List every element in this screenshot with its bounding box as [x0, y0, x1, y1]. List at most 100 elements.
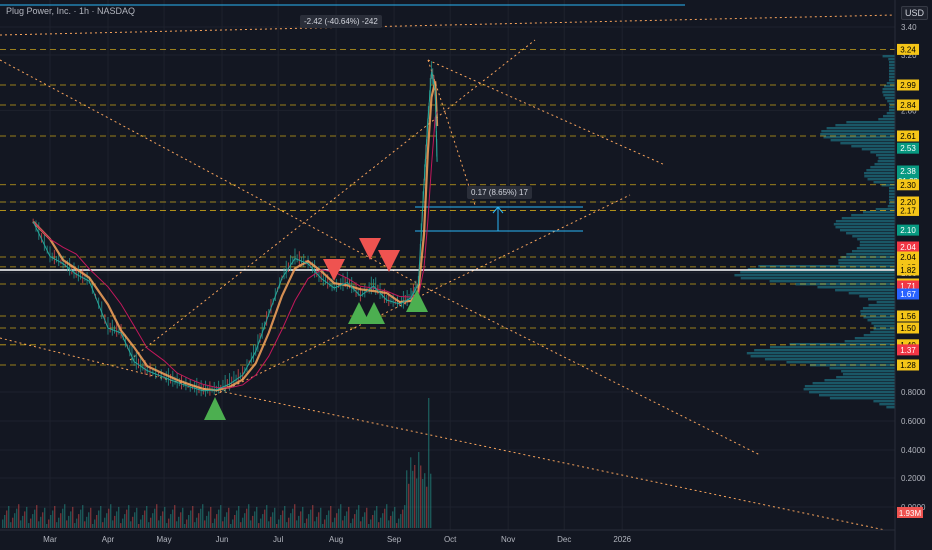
price-label-bg [897, 280, 919, 292]
volume-bar [342, 520, 344, 528]
profile-bar [841, 256, 895, 259]
volume-bar [18, 504, 20, 528]
volume-bar [82, 505, 84, 528]
volume-bar [402, 509, 404, 528]
volume-bar [226, 512, 228, 528]
profile-bar [879, 403, 895, 406]
price-label-bg [897, 130, 919, 142]
volume-bar [308, 514, 310, 528]
price-label-bg [897, 241, 919, 253]
volume-bar [368, 524, 370, 528]
volume-bar [292, 508, 294, 528]
volume-bar [136, 507, 138, 528]
profile-bar [734, 274, 895, 277]
volume-bar [140, 519, 142, 528]
volume-bar [32, 514, 34, 528]
candles [32, 61, 438, 397]
price-label: 2.20 [900, 198, 916, 207]
volume-bar [40, 516, 42, 528]
profile-bar [864, 175, 895, 178]
volume-bar [196, 517, 198, 528]
volume-bar [316, 516, 318, 528]
profile-bar [867, 178, 895, 181]
volume-label: 1.93M [897, 507, 923, 518]
profile-bar [875, 208, 895, 211]
volume-bar [300, 511, 302, 528]
volume-bar [56, 522, 58, 528]
volume-bar [378, 522, 380, 528]
volume-bar [264, 509, 266, 528]
volume-bar [66, 520, 68, 528]
profile-bar [889, 106, 895, 109]
volume-bar [2, 519, 4, 528]
profile-bar [860, 313, 895, 316]
volume-bar [380, 517, 382, 528]
volume-bar [362, 516, 364, 528]
profile-bar [747, 268, 895, 271]
volume-bar [124, 514, 126, 528]
price-label: 2.84 [900, 101, 916, 110]
x-tick-label: Mar [43, 535, 57, 544]
volume-bar [154, 508, 156, 528]
volume-bar [84, 521, 86, 528]
profile-bar [884, 85, 895, 88]
volume-bar [62, 508, 64, 528]
price-label: 2.53 [900, 144, 916, 153]
volume-bar [346, 511, 348, 528]
volume-bar [54, 506, 56, 528]
volume-bar [306, 518, 308, 528]
profile-bar [889, 76, 895, 79]
profile-bar [889, 61, 895, 64]
price-label: 2.04 [900, 243, 916, 252]
measure-box[interactable] [0, 4, 685, 232]
volume-bar [172, 509, 174, 528]
x-tick-label: Oct [444, 535, 457, 544]
volume-bar [358, 505, 360, 528]
profile-bar [856, 247, 895, 250]
profile-bar [838, 262, 895, 265]
volume-bar [252, 515, 254, 528]
volume-bar [122, 518, 124, 528]
symbol-title[interactable]: Plug Power, Inc. · 1h · NASDAQ [6, 6, 136, 16]
volume-bar [374, 510, 376, 528]
volume-bar [304, 523, 306, 528]
x-tick-label: Aug [329, 535, 343, 544]
profile-bar [887, 100, 895, 103]
profile-bar [889, 187, 895, 190]
volume-bar [80, 509, 82, 528]
volume-bar [22, 515, 24, 528]
profile-bar [846, 121, 895, 124]
profile-bar [818, 394, 895, 397]
profile-bar [746, 352, 895, 355]
x-tick-label: Apr [102, 535, 115, 544]
volume-bar [244, 513, 246, 528]
price-label: 2.04 [900, 253, 916, 262]
price-label: 2.61 [900, 132, 916, 141]
volume-bar [42, 512, 44, 528]
volume-bar [102, 522, 104, 528]
price-label: 1.28 [900, 361, 916, 370]
profile-bar [889, 73, 895, 76]
buy-signal-marker [363, 302, 385, 324]
profile-bar [750, 355, 895, 358]
profile-bar [873, 400, 895, 403]
volume-bar [150, 517, 152, 528]
profile-bar [870, 166, 895, 169]
profile-bar [871, 322, 895, 325]
volume-bar [338, 508, 340, 528]
volume-bar [212, 523, 214, 528]
profile-bar [841, 217, 895, 220]
volume-bar [210, 506, 212, 528]
volume-bar [138, 524, 140, 528]
volume-bar [386, 504, 388, 528]
currency-button[interactable]: USD [901, 6, 929, 20]
price-label-bg [897, 179, 919, 191]
volume-bar [134, 512, 136, 528]
x-tick-label: May [157, 535, 172, 544]
profile-bar [826, 127, 895, 130]
price-label: 2.38 [900, 167, 916, 176]
volume-bar [250, 520, 252, 528]
volume-bar [48, 519, 50, 528]
y-tick-label: 3.20 [901, 51, 917, 60]
